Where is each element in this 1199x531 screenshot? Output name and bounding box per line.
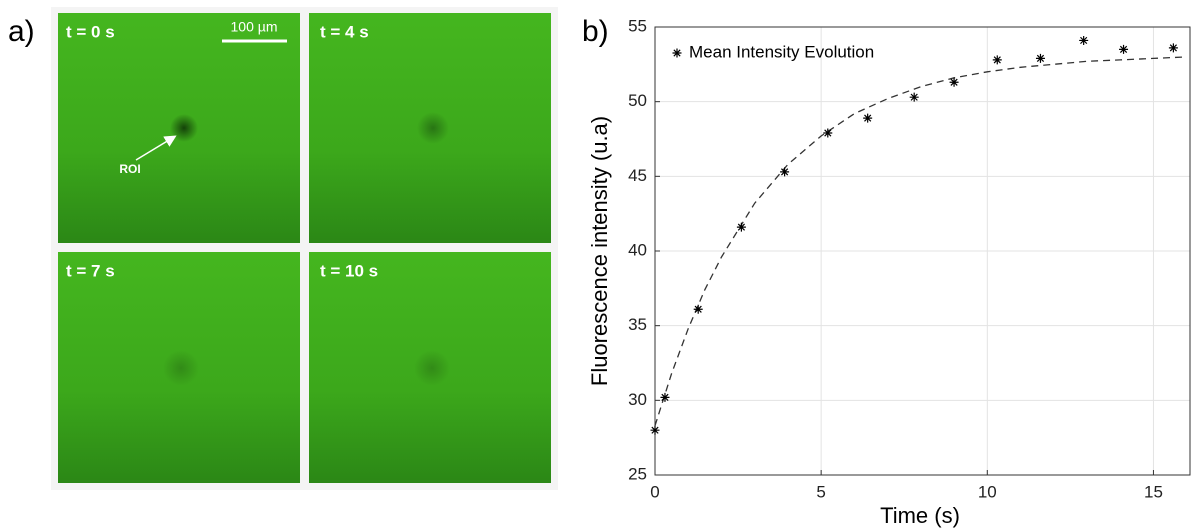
data-point [1035,53,1045,63]
panel-label: b) [582,15,609,48]
x-tick-label: 5 [816,482,825,501]
image-label: t = 7 s [66,261,115,280]
data-point [736,222,746,232]
data-point [650,425,660,435]
data-point [1119,44,1129,54]
legend-marker [672,48,682,58]
data-point [660,392,670,402]
data-point [949,77,959,87]
image-label: t = 0 s [66,22,115,41]
panel-label: a) [8,15,35,48]
data-point [693,304,703,314]
y-tick-label: 25 [628,464,647,483]
image: t = 0 s 100 µm ROI [58,13,300,243]
x-axis-label: Time (s) [880,503,960,528]
image: t = 4 s [309,13,551,243]
scale-bar-label: 100 µm [231,19,278,35]
data-point [1079,35,1089,45]
data-point [823,128,833,138]
y-tick-label: 30 [628,390,647,409]
data-point [909,92,919,102]
y-tick-label: 35 [628,315,647,334]
x-tick-label: 15 [1144,482,1163,501]
y-tick-label: 55 [628,16,647,35]
legend-label: Mean Intensity Evolution [689,42,874,61]
x-tick-label: 0 [650,482,659,501]
x-tick-label: 10 [978,482,997,501]
fit-curve [654,56,1187,426]
image: t = 10 s [309,252,551,483]
y-tick-label: 40 [628,240,647,259]
y-tick-label: 45 [628,166,647,185]
data-point [992,55,1002,65]
data-point [780,167,790,177]
axes-frame [654,26,1191,476]
image-label: t = 10 s [320,261,378,280]
image: t = 7 s [58,252,300,483]
roi-label: ROI [119,162,140,176]
image-label: t = 4 s [320,22,369,41]
y-axis-label: Fluorescence intensity (u.a) [587,116,612,386]
y-tick-label: 50 [628,91,647,110]
data-point [863,113,873,123]
data-point [1168,43,1178,53]
